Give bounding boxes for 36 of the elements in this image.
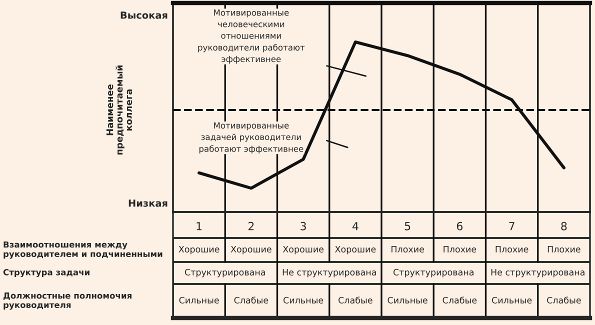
text: Слабые: [234, 296, 268, 304]
text: Сильные: [284, 296, 324, 304]
text: Хорошие: [178, 246, 220, 254]
text: Слабые: [338, 296, 372, 304]
x-tick-label: 6: [456, 222, 463, 230]
x-tick-label: 3: [300, 222, 306, 230]
text: Плохие: [392, 246, 424, 253]
text: Слабые: [442, 296, 477, 304]
text: Плохие: [548, 246, 580, 253]
text: Не структурирована: [282, 269, 376, 278]
text: Хорошие: [230, 246, 272, 254]
text: Не структурирована: [491, 269, 584, 278]
y-axis-title: Наименее предпочитаемый коллега: [106, 66, 132, 154]
text: Структурирована: [184, 268, 265, 278]
text: Хорошие: [282, 246, 324, 254]
text: Хорошие: [335, 246, 376, 254]
text: Плохие: [496, 246, 528, 253]
text: Сильные: [179, 296, 219, 304]
text: Сильные: [388, 296, 428, 304]
text: Структурирована: [393, 268, 474, 278]
text: Плохие: [444, 246, 476, 253]
annotation: Мотивированные задачей руководители работают эффективнее: [199, 122, 304, 154]
x-tick-label: 5: [404, 222, 410, 230]
annotation: Мотивированные человеческими отношениями руководители работают эффективнее: [198, 10, 305, 64]
text: Сильные: [492, 296, 532, 304]
x-tick-label: 8: [561, 222, 567, 230]
text: Структура задачи: [3, 269, 90, 278]
x-tick-label: 2: [248, 222, 254, 230]
text: Слабые: [547, 296, 581, 304]
text: Низкая: [128, 200, 168, 207]
x-tick-label: 7: [509, 222, 514, 230]
text: Должностные полномочия руководителя: [4, 292, 132, 310]
x-tick-label: 1: [196, 222, 202, 230]
text: Взаимоотношения между руководителем и подчиненными: [4, 241, 162, 259]
text: Высокая: [120, 12, 168, 19]
x-tick-label: 4: [352, 222, 358, 230]
